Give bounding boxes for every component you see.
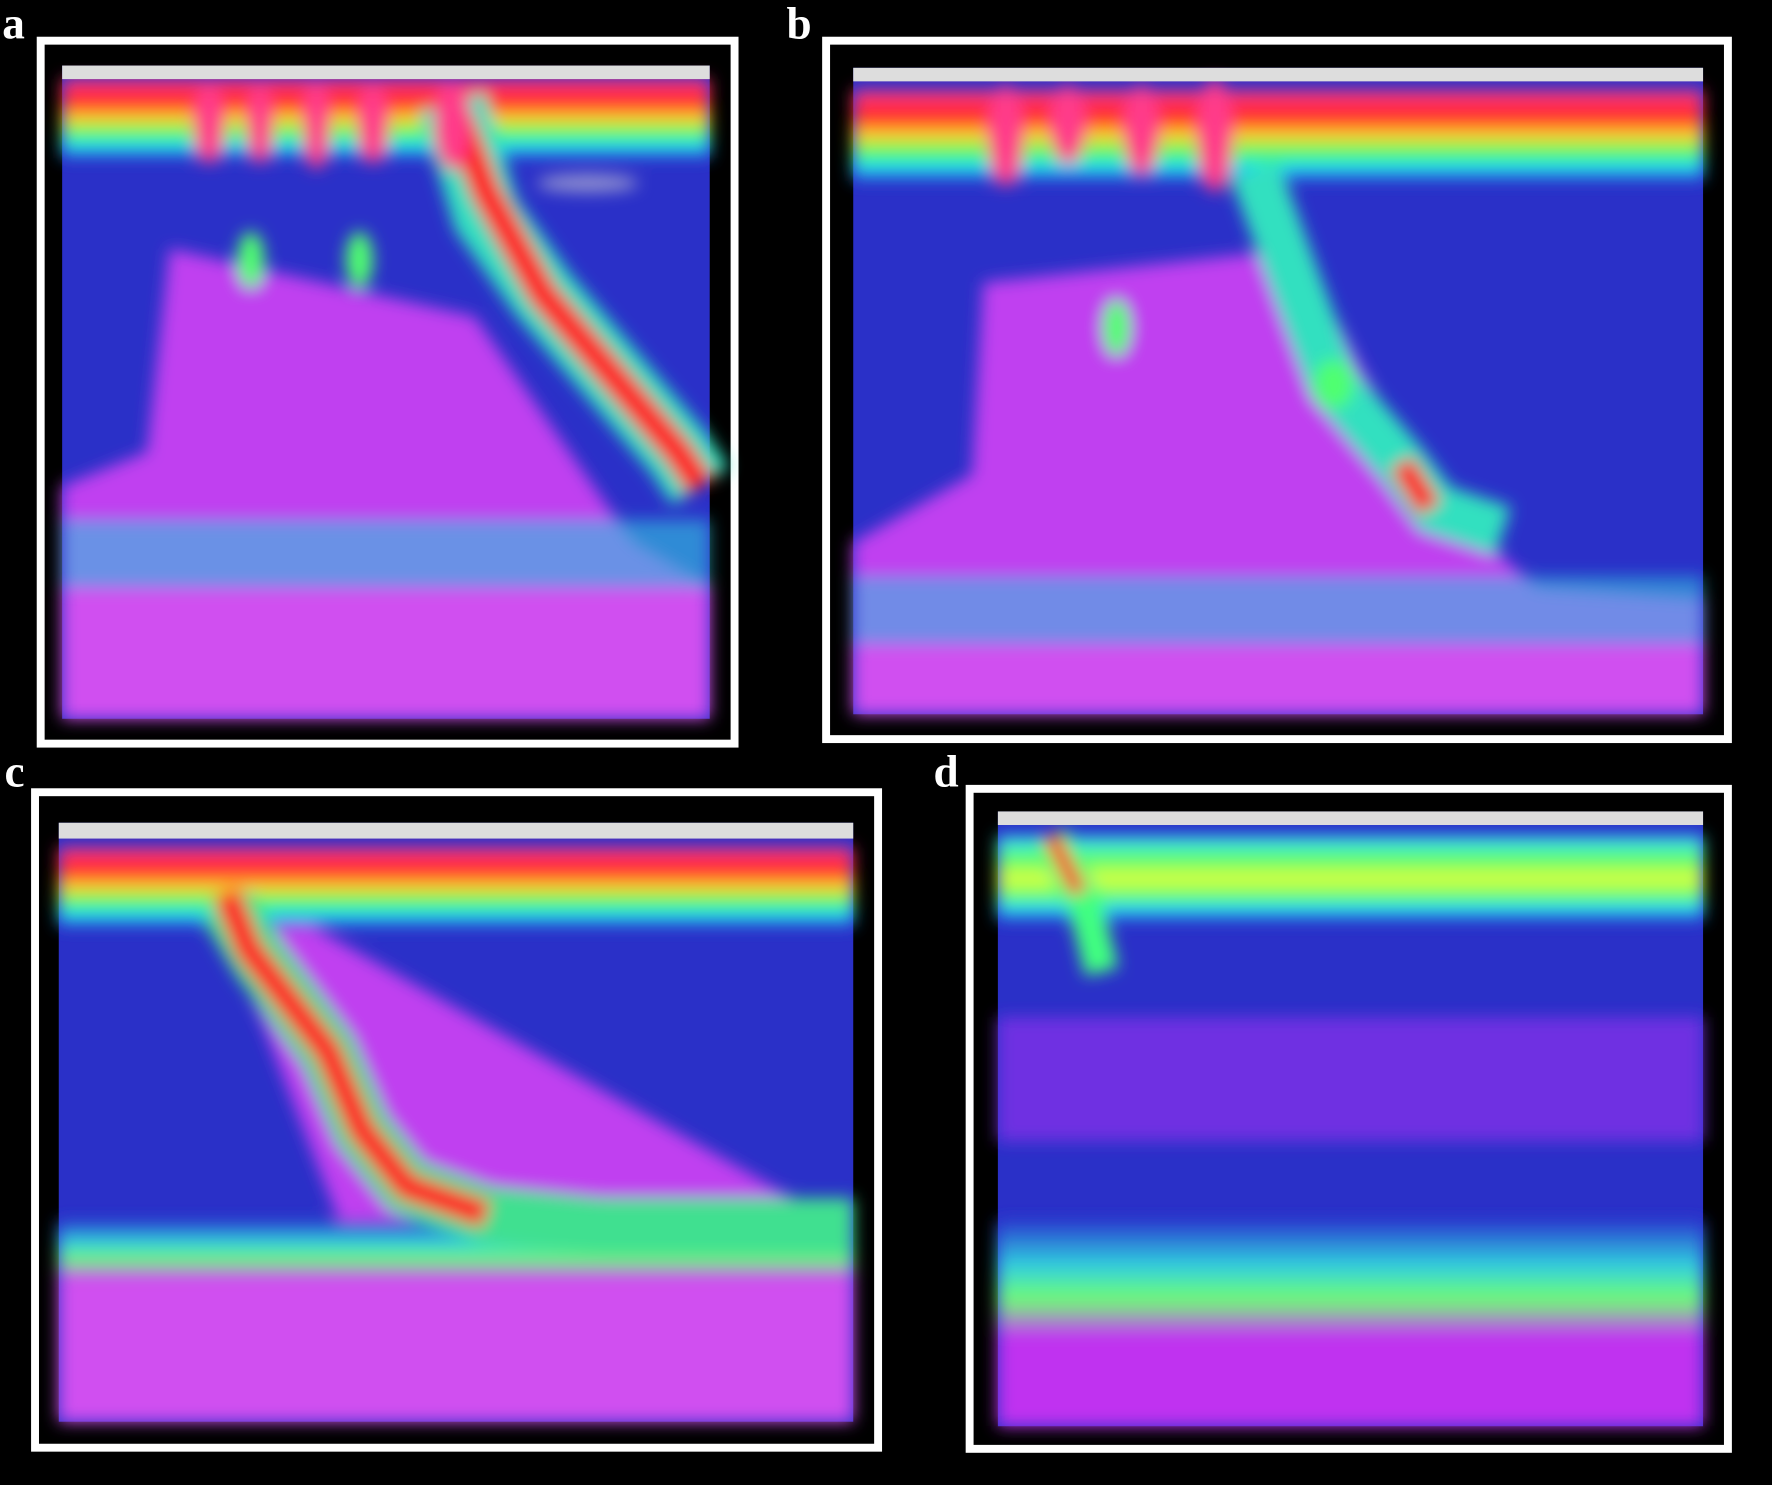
frame [965, 784, 1732, 1453]
pressure-map [853, 79, 1704, 715]
frame [36, 36, 739, 748]
pressure-map [997, 828, 1704, 1427]
panel-c: c [5, 747, 883, 1452]
pressure-map [58, 847, 854, 1422]
panel-label: a [2, 0, 25, 48]
panel-d: d [933, 747, 1732, 1453]
frame [822, 36, 1732, 744]
toolbar [997, 811, 1704, 825]
panel-label: b [787, 0, 812, 48]
panel-b: b [787, 0, 1732, 744]
toolbar [853, 67, 1704, 82]
toolbar [58, 822, 854, 839]
toolbar [62, 65, 710, 80]
panel-label: d [933, 747, 958, 797]
pressure-map [62, 79, 729, 719]
panel-a: a [2, 0, 739, 748]
panel-label: c [5, 747, 25, 797]
frame [31, 788, 883, 1452]
